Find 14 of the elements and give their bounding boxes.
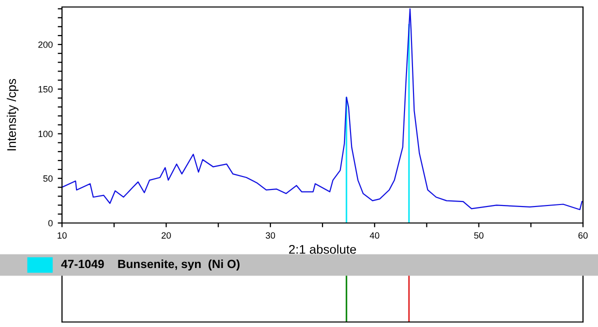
y-tick-label: 200 xyxy=(38,41,53,48)
x-tick-label: 20 xyxy=(162,232,171,239)
y-tick-label: 50 xyxy=(43,175,53,182)
x-tick-label: 40 xyxy=(370,232,380,239)
x-tick-label: 30 xyxy=(266,232,276,239)
x-tick-label: 60 xyxy=(578,232,588,239)
y-tick-label: 100 xyxy=(38,130,53,138)
y-tick-label: 150 xyxy=(38,86,53,92)
x-tick-label: 50 xyxy=(474,232,484,239)
x-tick-label: 10 xyxy=(58,232,67,239)
legend-label: 47-1049 Bunsenite, syn (Ni O) xyxy=(61,259,240,271)
x-axis-title: 2:1 absolute xyxy=(289,244,356,254)
y-tick-label: 0 xyxy=(48,220,53,226)
y-axis-title: Intensity /cps xyxy=(6,78,18,150)
